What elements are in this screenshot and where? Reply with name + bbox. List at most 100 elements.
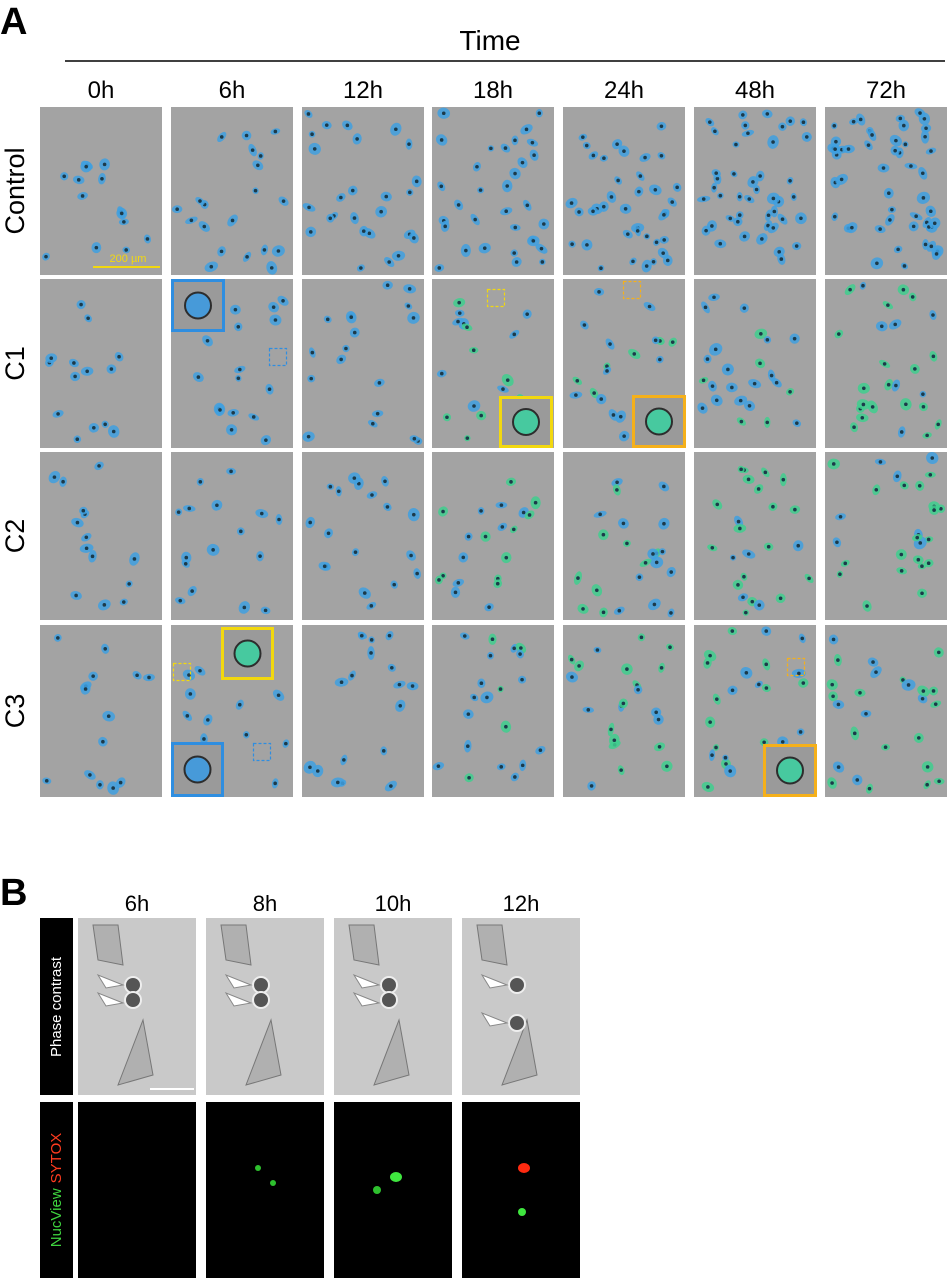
nucleus — [504, 555, 509, 560]
nucleus — [84, 535, 89, 540]
nucleus — [736, 219, 740, 224]
nucleus — [763, 470, 768, 475]
nucleus — [309, 376, 314, 381]
nucleus — [581, 135, 585, 139]
nucleus — [791, 195, 796, 199]
nucleus — [715, 502, 720, 507]
nucleus — [385, 505, 390, 509]
nucleus — [704, 228, 708, 233]
nucleus — [875, 261, 879, 266]
nucleus — [577, 664, 581, 668]
nucleus — [281, 298, 285, 303]
nucleus — [437, 266, 442, 270]
nucleus — [710, 545, 715, 550]
nucleus — [865, 604, 869, 608]
nucleus — [852, 731, 857, 736]
nucleus — [589, 784, 594, 788]
nucleus — [846, 147, 851, 151]
nucleus — [605, 364, 609, 369]
nucleus — [637, 189, 641, 194]
micrograph — [432, 452, 554, 620]
arrowhead — [480, 1011, 509, 1027]
nucleus — [662, 521, 666, 526]
nucleus — [874, 670, 878, 674]
nucleus — [766, 223, 770, 228]
nucleus — [569, 657, 574, 662]
nucleus — [209, 264, 214, 269]
nucleus — [724, 762, 728, 766]
nucleus — [713, 347, 718, 352]
nucleus — [739, 419, 744, 424]
nucleus — [715, 176, 720, 181]
nucleus — [931, 313, 935, 317]
nucleus — [49, 356, 54, 360]
nucleus — [499, 765, 504, 769]
nucleus — [890, 207, 894, 212]
nucleus — [390, 666, 394, 670]
nucleus — [145, 237, 150, 241]
nucleus — [396, 254, 401, 258]
nucleus — [370, 493, 374, 497]
nucleus — [894, 138, 898, 143]
nucleus — [661, 251, 665, 255]
nucleus — [498, 687, 503, 691]
nucleus — [881, 166, 886, 170]
nucleus — [62, 174, 67, 179]
nucleus — [937, 779, 941, 784]
row-label: C3 — [0, 694, 30, 729]
rounded-cell — [124, 991, 142, 1009]
nucleus — [599, 266, 603, 270]
nucleus — [238, 367, 242, 372]
nucleus — [269, 266, 274, 270]
nucleus — [215, 503, 219, 508]
nucleus — [581, 607, 585, 611]
nucleus — [788, 389, 792, 394]
arrowhead — [96, 973, 125, 989]
nucleus — [902, 264, 907, 268]
nucleus — [258, 154, 263, 158]
column-header: 72h — [866, 77, 906, 104]
nucleus — [780, 217, 785, 222]
nucleus — [521, 510, 526, 515]
nucleus — [184, 555, 189, 560]
nucleus — [262, 248, 267, 252]
nucleus — [273, 781, 277, 786]
nucleus — [595, 588, 599, 593]
nucleus — [918, 111, 922, 115]
nucleus — [862, 386, 866, 391]
nucleus — [852, 425, 856, 429]
nucleus — [836, 702, 841, 707]
nucleus — [920, 564, 924, 569]
nucleus — [831, 462, 836, 466]
nucleus — [714, 745, 718, 750]
nucleus — [483, 534, 488, 539]
nucleus — [662, 238, 667, 242]
nucleus — [284, 741, 288, 746]
signal — [390, 1172, 402, 1182]
nucleus — [211, 548, 215, 552]
nucleus — [766, 544, 771, 549]
nucleus — [512, 646, 517, 651]
nucleus — [772, 209, 777, 214]
nucleus — [570, 242, 574, 246]
row-label: Phase contrast — [48, 956, 65, 1057]
nucleus — [185, 714, 190, 718]
nucleus — [904, 402, 908, 407]
inset-box — [252, 742, 272, 762]
nucleus — [771, 196, 776, 201]
nucleus — [61, 479, 65, 484]
nucleus — [758, 361, 762, 366]
nucleus — [381, 749, 386, 753]
nucleus — [611, 413, 616, 417]
nucleus — [858, 690, 862, 695]
nucleus — [504, 724, 508, 729]
rounded-cell — [124, 976, 142, 994]
nucleus — [631, 259, 635, 264]
nucleus — [899, 569, 904, 573]
nucleus — [788, 179, 792, 183]
nucleus — [887, 191, 891, 196]
nucleus — [465, 325, 469, 329]
row-label-box — [40, 1102, 73, 1278]
nucleus — [56, 636, 60, 640]
